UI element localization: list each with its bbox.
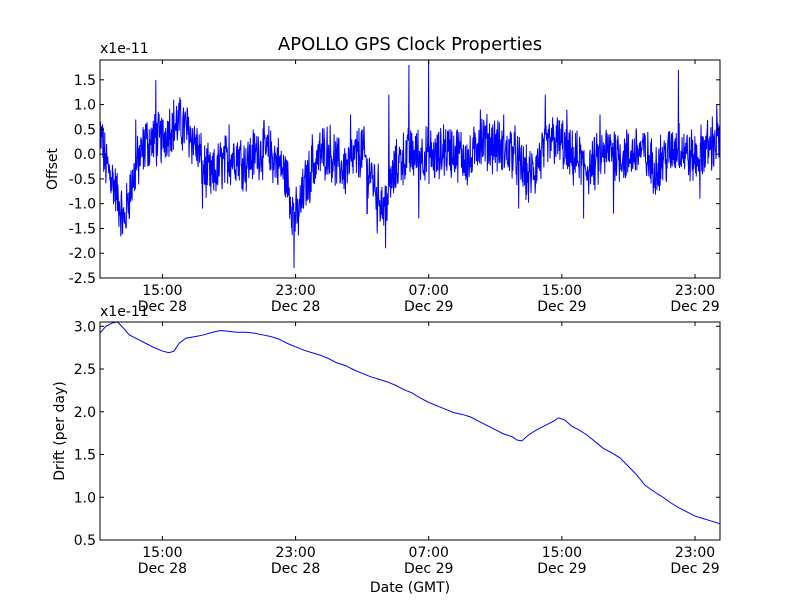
drift-panel-ytick-label: 0.5 (74, 533, 96, 549)
offset-panel-xtick-time-label: 15:00 (142, 283, 182, 299)
offset-plot-area: -2.5-2.0-1.5-1.0-0.50.00.51.01.515:00Dec… (69, 59, 721, 315)
offset-panel-ytick-label: -2.5 (69, 271, 96, 287)
drift-panel: x1e-11 Drift (per day) Date (GMT) 0.5 1.0… (52, 304, 721, 596)
drift-panel-xtick-time-label: 07:00 (409, 545, 449, 561)
offset-panel-ytick-label: 1.5 (74, 73, 96, 89)
offset-panel-ytick-label: -1.5 (69, 221, 96, 237)
drift-panel-xtick-time-label: 15:00 (542, 545, 582, 561)
drift-panel-scale-label: x1e-11 (100, 304, 149, 320)
offset-panel-ylabel: Offset (45, 147, 61, 190)
drift-panel-xlabel: Date (GMT) (370, 580, 450, 596)
offset-panel-xtick-date-label: Dec 29 (404, 299, 453, 315)
drift-panel-ytick-label: 1.0 (74, 490, 96, 506)
offset-panel-xtick-date-label: Dec 28 (271, 299, 320, 315)
offset-panel-xtick-time-label: 23:00 (275, 283, 315, 299)
drift-panel-xtick-time-label: 23:00 (675, 545, 715, 561)
chart-title: APOLLO GPS Clock Properties (278, 34, 542, 55)
offset-panel-ytick-label: 0.0 (74, 147, 96, 163)
drift-panel-xtick-time-label: 23:00 (275, 545, 315, 561)
offset-panel-ytick-label: -2.0 (69, 246, 96, 262)
drift-panel-xtick-date-label: Dec 29 (537, 561, 586, 577)
offset-panel-series-line (100, 60, 720, 269)
offset-panel-ytick-label: 0.5 (74, 122, 96, 138)
drift-panel-xtick-date-label: Dec 29 (404, 561, 453, 577)
offset-panel-xtick-date-label: Dec 29 (537, 299, 586, 315)
offset-panel-xtick-date-label: Dec 29 (670, 299, 719, 315)
offset-panel-frame (99, 59, 721, 279)
drift-panel-ylabel: Drift (per day) (52, 381, 68, 480)
drift-panel-xtick-time-label: 15:00 (142, 545, 182, 561)
offset-panel: x1e-11 Offset -2.5 -2.0 -1.5 -1.0 -0.5 0.0 0.5… (45, 41, 721, 315)
offset-panel-ytick-label: 1.0 (74, 98, 96, 114)
offset-panel-xtick-time-label: 23:00 (675, 283, 715, 299)
offset-panel-xtick-date-label: Dec 28 (138, 299, 187, 315)
offset-panel-ytick-label: -0.5 (69, 172, 96, 188)
offset-panel-xtick-time-label: 07:00 (409, 283, 449, 299)
offset-panel-xtick-time-label: 15:00 (542, 283, 582, 299)
drift-panel-ytick-label: 2.5 (74, 362, 96, 378)
offset-panel-scale-label: x1e-11 (100, 41, 149, 57)
drift-panel-frame (99, 321, 721, 541)
offset-panel-ytick-label: -1.0 (69, 197, 96, 213)
drift-panel-xtick-date-label: Dec 28 (138, 561, 187, 577)
drift-panel-xtick-date-label: Dec 28 (271, 561, 320, 577)
drift-panel-ytick-label: 2.0 (74, 405, 96, 421)
drift-panel-series-line (100, 322, 720, 525)
drift-panel-ytick-label: 1.5 (74, 448, 96, 464)
drift-panel-ytick-label: 3.0 (74, 319, 96, 335)
drift-panel-xtick-date-label: Dec 29 (670, 561, 719, 577)
